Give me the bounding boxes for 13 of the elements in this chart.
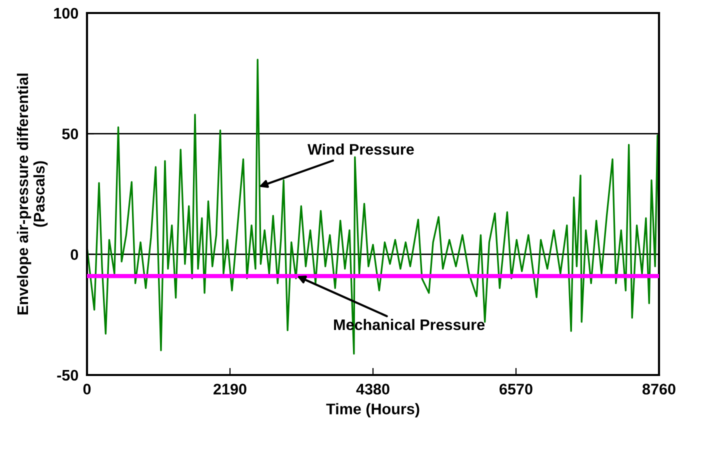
x-tick-label: 8760 <box>642 384 676 395</box>
x-tick-label: 4380 <box>356 384 390 395</box>
y-tick-label: -50 <box>57 370 78 381</box>
y-tick-label: 0 <box>70 249 78 260</box>
x-axis-title: Time (Hours) <box>326 403 420 418</box>
y-tick-label: 50 <box>62 128 78 140</box>
y-axis-title: Envelope air-pressure differential (Pascals) <box>16 74 48 314</box>
annotation: Wind Pressure <box>308 144 414 155</box>
x-tick-label: 6570 <box>500 384 532 395</box>
line-series <box>87 58 659 355</box>
y-tick-label: 100 <box>54 8 78 19</box>
x-tick-label: 0 <box>83 384 91 395</box>
x-tick-label: 2190 <box>214 384 246 395</box>
